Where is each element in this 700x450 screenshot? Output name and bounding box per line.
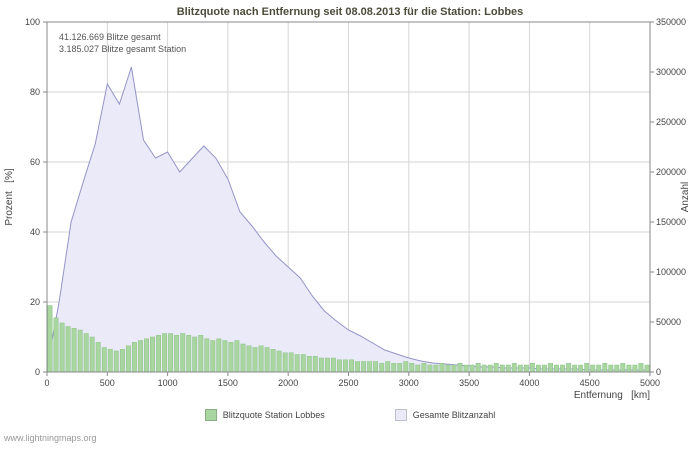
legend-item-blitzanzahl: Gesamte Blitzanzahl [394, 409, 496, 421]
svg-text:0: 0 [656, 367, 661, 377]
svg-text:3500: 3500 [459, 378, 479, 388]
svg-text:250000: 250000 [656, 117, 686, 127]
x-axis-title: Entfernung [km] [574, 390, 650, 401]
svg-text:100: 100 [25, 17, 40, 27]
legend: Blitzquote Station Lobbes Gesamte Blitza… [0, 409, 700, 421]
bar-series-blitzquote [47, 305, 650, 373]
chart-title: Blitzquote nach Entfernung seit 08.08.20… [176, 6, 524, 18]
legend-label-blitzquote: Blitzquote Station Lobbes [222, 410, 325, 420]
svg-text:0: 0 [35, 367, 40, 377]
annotation-block: 41.126.669 Blitze gesamt 3.185.027 Blitz… [59, 31, 186, 55]
svg-text:50000: 50000 [656, 317, 681, 327]
svg-text:1500: 1500 [218, 378, 238, 388]
svg-text:150000: 150000 [656, 217, 686, 227]
svg-text:80: 80 [30, 87, 40, 97]
legend-item-blitzquote: Blitzquote Station Lobbes [204, 409, 325, 421]
x-axis: 0 500 1000 1500 2000 2500 3000 3500 4000 4500 5000 [44, 372, 660, 388]
svg-text:500: 500 [100, 378, 115, 388]
svg-text:3000: 3000 [399, 378, 419, 388]
svg-text:2000: 2000 [278, 378, 298, 388]
svg-text:100000: 100000 [656, 267, 686, 277]
legend-swatch-blitzquote-icon [204, 409, 217, 421]
y-axis-right: 0 50000 100000 150000 200000 250000 300000 3500… [650, 17, 686, 377]
annotation-station-flashes: 3.185.027 Blitze gesamt Station [59, 44, 187, 54]
svg-text:1000: 1000 [158, 378, 178, 388]
legend-swatch-blitzanzahl-icon [394, 409, 407, 421]
y-axis-left-title: Prozent [%] [4, 168, 15, 225]
watermark: www.lightningmaps.org [4, 433, 97, 443]
y-axis-left: 0 20 40 60 80 100 [25, 17, 47, 377]
svg-text:300000: 300000 [656, 67, 686, 77]
svg-text:0: 0 [44, 378, 49, 388]
svg-text:200000: 200000 [656, 167, 686, 177]
legend-label-blitzanzahl: Gesamte Blitzanzahl [412, 410, 496, 420]
svg-text:4000: 4000 [519, 378, 539, 388]
svg-text:5000: 5000 [640, 378, 660, 388]
svg-text:60: 60 [30, 157, 40, 167]
svg-text:40: 40 [30, 227, 40, 237]
y-axis-right-title: Anzahl [680, 182, 691, 213]
svg-text:4500: 4500 [580, 378, 600, 388]
svg-text:350000: 350000 [656, 17, 686, 27]
svg-text:2500: 2500 [338, 378, 358, 388]
annotation-total-flashes: 41.126.669 Blitze gesamt [59, 32, 161, 42]
svg-text:20: 20 [30, 297, 40, 307]
